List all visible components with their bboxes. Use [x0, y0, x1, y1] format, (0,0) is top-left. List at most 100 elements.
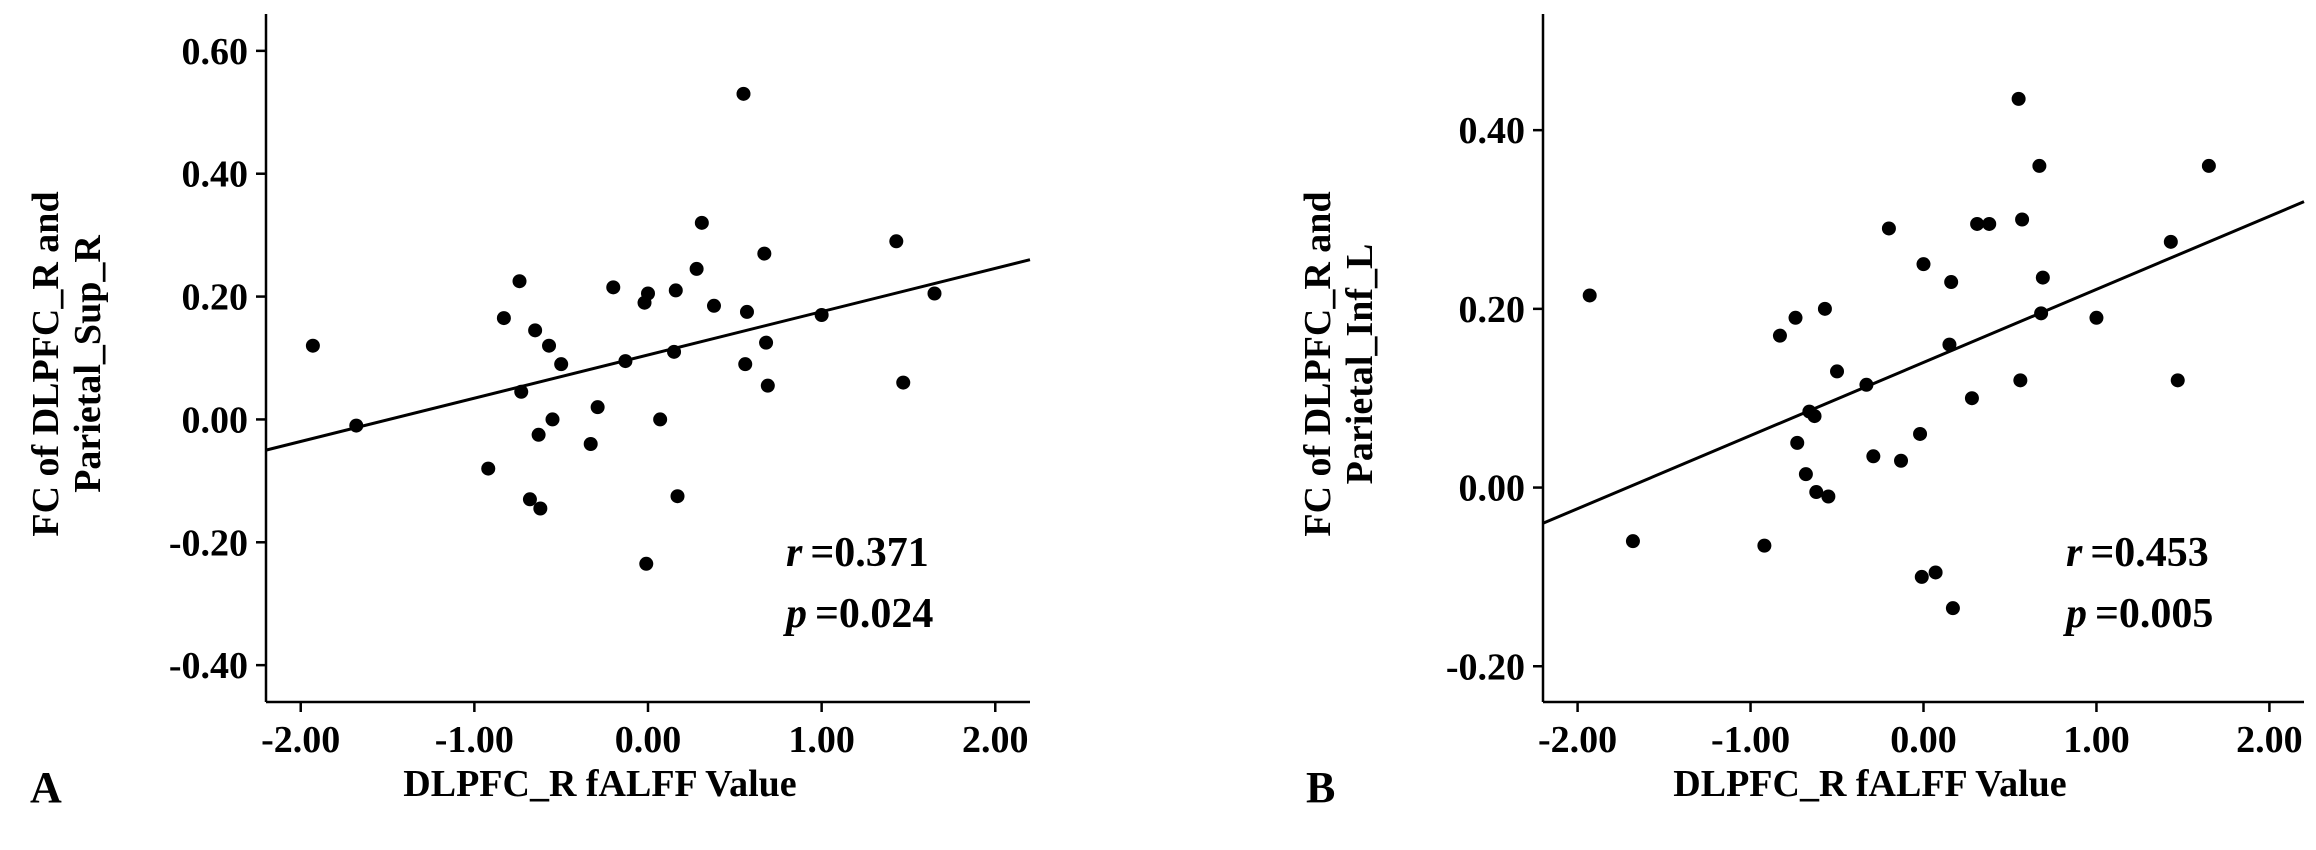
data-point — [706, 298, 721, 313]
data-point — [1970, 216, 1985, 231]
data-point — [1807, 409, 1822, 424]
data-point — [759, 335, 774, 350]
data-point — [2089, 310, 2104, 325]
data-point — [545, 412, 560, 427]
data-point — [2015, 212, 2030, 227]
data-point — [1964, 391, 1979, 406]
data-point — [1830, 364, 1845, 379]
panel-label: B — [1306, 763, 1335, 812]
x-tick-label: 0.00 — [615, 719, 682, 761]
data-point — [2035, 270, 2050, 285]
stat-p-symbol: p — [2063, 591, 2087, 637]
y-axis-title: FC of DLPFC_R and Parietal_Inf_L — [1297, 191, 1381, 536]
y-tick-label: 0.20 — [1459, 289, 1526, 331]
data-point — [738, 357, 753, 372]
data-point — [1913, 426, 1928, 441]
y-axis-title-line-2: Parietal_Sup_R — [67, 235, 109, 493]
data-point — [349, 418, 364, 433]
stat-r-symbol: r — [786, 530, 803, 576]
x-tick-label: -1.00 — [435, 719, 514, 761]
data-point — [512, 274, 527, 289]
stat-p: p =0.005 — [2063, 591, 2213, 637]
y-axis-title-line-1: FC of DLPFC_R and — [1297, 191, 1339, 536]
data-point — [694, 215, 709, 230]
panel-label: A — [30, 763, 62, 812]
data-point — [2032, 158, 2047, 173]
data-point — [531, 427, 546, 442]
stat-p-value: =0.005 — [2095, 591, 2213, 637]
data-point — [522, 492, 537, 507]
data-point — [528, 323, 543, 338]
data-point — [1817, 301, 1832, 316]
data-point — [496, 311, 511, 326]
data-point — [1982, 216, 1997, 231]
data-point — [639, 556, 654, 571]
data-point — [1625, 534, 1640, 549]
data-point — [667, 344, 682, 359]
y-tick-label: -0.40 — [169, 645, 248, 687]
y-tick-label: 0.60 — [182, 31, 249, 73]
data-point — [1928, 565, 1943, 580]
data-point — [1914, 569, 1929, 584]
data-point — [1788, 310, 1803, 325]
data-point — [542, 338, 557, 353]
y-tick-label: 0.00 — [1459, 468, 1526, 510]
data-point — [1881, 221, 1896, 236]
data-point — [514, 384, 529, 399]
data-point — [1945, 601, 1960, 616]
stat-p: p =0.024 — [783, 591, 933, 637]
data-point — [1809, 485, 1824, 500]
x-tick-label: -1.00 — [1711, 719, 1790, 761]
data-point — [1944, 275, 1959, 290]
stat-p-value: =0.024 — [815, 591, 933, 637]
data-point — [668, 283, 683, 298]
data-point — [670, 489, 685, 504]
x-tick-label: 1.00 — [2063, 719, 2130, 761]
data-point — [1772, 328, 1787, 343]
data-point — [896, 375, 911, 390]
x-tick-label: 1.00 — [788, 719, 855, 761]
y-tick-label: -0.20 — [169, 522, 248, 564]
data-point — [1798, 467, 1813, 482]
data-point — [2163, 234, 2178, 249]
data-point — [1790, 435, 1805, 450]
x-tick-label: 2.00 — [2236, 719, 2303, 761]
y-axis-title: FC of DLPFC_R and Parietal_Sup_R — [25, 191, 109, 536]
data-point — [2034, 306, 2049, 321]
data-point — [1859, 377, 1874, 392]
x-tick-label: -2.00 — [261, 719, 340, 761]
data-point — [554, 357, 569, 372]
data-point — [618, 354, 633, 369]
data-point — [1582, 288, 1597, 303]
x-tick-label: -2.00 — [1538, 719, 1617, 761]
data-point — [1894, 453, 1909, 468]
y-axis-title-line-2: Parietal_Inf_L — [1339, 244, 1381, 485]
data-point — [305, 338, 320, 353]
data-point — [889, 234, 904, 249]
y-tick-label: 0.00 — [182, 399, 249, 441]
data-point — [739, 304, 754, 319]
stat-r: r =0.371 — [786, 530, 929, 576]
data-point — [653, 412, 668, 427]
y-axis-title-line-1: FC of DLPFC_R and — [25, 191, 67, 536]
data-point — [1821, 489, 1836, 504]
data-point — [814, 308, 829, 322]
data-point — [757, 246, 772, 261]
x-tick-label: 0.00 — [1890, 719, 1957, 761]
data-point — [2201, 158, 2216, 173]
data-point — [2011, 91, 2026, 106]
data-point — [927, 286, 942, 301]
data-point — [1866, 449, 1881, 464]
scatter-panel-b: FC of DLPFC_R and Parietal_Inf_L DLPFC_R… — [1297, 14, 2305, 812]
data-point — [606, 280, 621, 295]
y-tick-label: 0.40 — [182, 154, 249, 196]
data-point — [2170, 373, 2185, 388]
regression-line — [1542, 200, 2305, 525]
data-point — [2013, 373, 2028, 388]
data-point — [1757, 538, 1772, 553]
stat-r-value: =0.371 — [810, 530, 928, 576]
data-point — [1916, 257, 1931, 272]
stat-p-symbol: p — [783, 591, 807, 637]
data-point — [689, 261, 704, 276]
